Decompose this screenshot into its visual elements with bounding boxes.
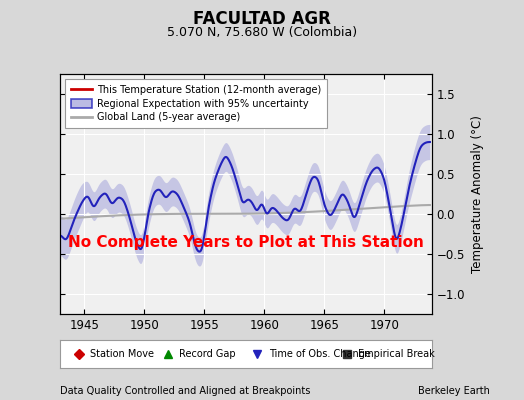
Text: 5.070 N, 75.680 W (Colombia): 5.070 N, 75.680 W (Colombia) <box>167 26 357 39</box>
Text: Time of Obs. Change: Time of Obs. Change <box>269 349 370 359</box>
Y-axis label: Temperature Anomaly (°C): Temperature Anomaly (°C) <box>471 115 484 273</box>
Text: Record Gap: Record Gap <box>179 349 236 359</box>
Text: Empirical Break: Empirical Break <box>358 349 434 359</box>
Text: Station Move: Station Move <box>90 349 154 359</box>
Text: FACULTAD AGR: FACULTAD AGR <box>193 10 331 28</box>
Text: No Complete Years to Plot at This Station: No Complete Years to Plot at This Statio… <box>68 234 424 250</box>
Text: Berkeley Earth: Berkeley Earth <box>418 386 490 396</box>
Legend: This Temperature Station (12-month average), Regional Expectation with 95% uncer: This Temperature Station (12-month avera… <box>65 79 328 128</box>
Text: Data Quality Controlled and Aligned at Breakpoints: Data Quality Controlled and Aligned at B… <box>60 386 311 396</box>
